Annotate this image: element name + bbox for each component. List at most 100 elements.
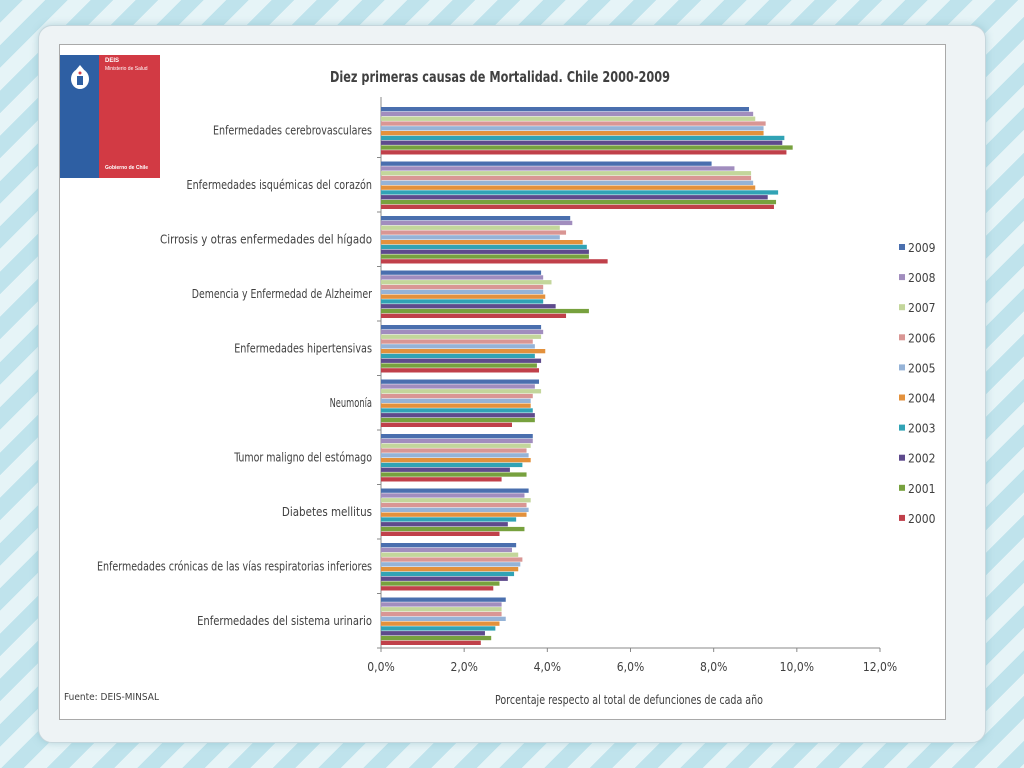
bar-2001 bbox=[381, 363, 537, 368]
bar-2001 bbox=[381, 526, 525, 532]
bar-2003 bbox=[381, 571, 515, 577]
x-tick-label: 10,0% bbox=[780, 660, 814, 674]
bar-2000 bbox=[381, 313, 567, 318]
bar-2001 bbox=[381, 635, 492, 641]
bar-2006 bbox=[381, 175, 752, 181]
bar-2006 bbox=[381, 339, 533, 344]
bar-2000 bbox=[381, 150, 787, 155]
logo-government: Gobierno de Chile bbox=[105, 165, 149, 171]
bar-2003 bbox=[381, 135, 785, 141]
bar-2005 bbox=[381, 398, 531, 403]
bar-2007 bbox=[381, 225, 560, 230]
bar-2004 bbox=[381, 403, 531, 408]
bar-2002 bbox=[381, 413, 535, 418]
bar-2009 bbox=[381, 107, 750, 112]
legend-swatch-2009 bbox=[899, 244, 905, 250]
bar-2008 bbox=[381, 220, 573, 226]
bar-2003 bbox=[381, 190, 779, 195]
bar-2002 bbox=[381, 522, 508, 527]
bar-2009 bbox=[381, 161, 712, 166]
bar-2002 bbox=[381, 304, 556, 309]
bar-2004 bbox=[381, 185, 756, 190]
bar-2008 bbox=[381, 493, 525, 498]
x-tick-label: 12,0% bbox=[863, 660, 897, 674]
bar-2008 bbox=[381, 602, 502, 607]
category-label: Enfermedades del sistema urinario bbox=[197, 614, 372, 628]
bar-2004 bbox=[381, 458, 531, 463]
bar-2004 bbox=[381, 240, 583, 245]
bar-2005 bbox=[381, 453, 529, 458]
bar-2007 bbox=[381, 498, 531, 503]
legend-label: 2009 bbox=[908, 241, 936, 255]
bar-2001 bbox=[381, 417, 535, 423]
category-label: Enfermedades cerebrovasculares bbox=[213, 123, 372, 137]
legend-label: 2000 bbox=[908, 512, 936, 526]
bar-2000 bbox=[381, 586, 494, 591]
bar-2007 bbox=[381, 116, 756, 121]
legend-label: 2006 bbox=[908, 331, 936, 345]
bar-2009 bbox=[381, 434, 533, 439]
chile-crest-icon bbox=[71, 65, 89, 89]
bar-2008 bbox=[381, 166, 735, 171]
bar-2002 bbox=[381, 576, 508, 581]
bar-2007 bbox=[381, 389, 542, 394]
bar-2006 bbox=[381, 393, 533, 399]
bar-2003 bbox=[381, 353, 535, 359]
bar-2007 bbox=[381, 334, 542, 339]
legend-swatch-2007 bbox=[899, 304, 905, 311]
bar-2001 bbox=[381, 472, 527, 477]
bar-2009 bbox=[381, 379, 540, 384]
bar-2005 bbox=[381, 507, 529, 512]
ministry-logo: DEIS Ministerio de Salud Gobierno de Chi… bbox=[60, 55, 160, 178]
logo-org-name: DEIS bbox=[105, 58, 120, 64]
legend-swatch-2005 bbox=[899, 364, 905, 371]
category-label: Neumonía bbox=[330, 396, 372, 410]
bar-2009 bbox=[381, 270, 542, 275]
legend-label: 2001 bbox=[908, 482, 935, 496]
bar-2008 bbox=[381, 111, 754, 117]
x-tick-label: 6,0% bbox=[617, 660, 644, 674]
logo-ministry: Ministerio de Salud bbox=[105, 66, 148, 72]
bar-2003 bbox=[381, 517, 517, 522]
legend-swatch-2003 bbox=[899, 424, 905, 431]
bar-2000 bbox=[381, 368, 540, 373]
bar-2009 bbox=[381, 216, 571, 221]
legend-label: 2005 bbox=[908, 361, 935, 375]
bar-2008 bbox=[381, 329, 544, 335]
bar-2000 bbox=[381, 640, 481, 645]
category-label: Tumor maligno del estómago bbox=[233, 450, 372, 464]
bar-2006 bbox=[381, 121, 766, 126]
bar-2008 bbox=[381, 547, 512, 553]
chart-title: Diez primeras causas de Mortalidad. Chil… bbox=[330, 68, 670, 86]
bar-2001 bbox=[381, 145, 793, 150]
bar-2009 bbox=[381, 597, 506, 602]
x-tick-label: 8,0% bbox=[700, 660, 727, 674]
bar-2007 bbox=[381, 443, 531, 448]
legend-swatch-2006 bbox=[899, 334, 905, 341]
bar-2009 bbox=[381, 488, 529, 493]
bar-2009 bbox=[381, 543, 517, 548]
bar-2007 bbox=[381, 607, 502, 612]
bar-2007 bbox=[381, 171, 752, 176]
bar-2006 bbox=[381, 611, 502, 617]
x-tick-label: 0,0% bbox=[367, 660, 394, 674]
bar-2006 bbox=[381, 230, 567, 235]
bar-2000 bbox=[381, 259, 608, 264]
legend-swatch-2000 bbox=[899, 514, 905, 521]
bar-2008 bbox=[381, 384, 535, 389]
bar-2000 bbox=[381, 204, 774, 209]
legend-swatch-2002 bbox=[899, 454, 905, 461]
bar-2002 bbox=[381, 195, 768, 200]
category-label: Diabetes mellitus bbox=[282, 505, 372, 519]
bar-2003 bbox=[381, 626, 496, 631]
x-tick-label: 2,0% bbox=[450, 660, 477, 674]
bar-2005 bbox=[381, 562, 521, 567]
legend-label: 2003 bbox=[908, 422, 935, 436]
bar-2006 bbox=[381, 284, 544, 290]
x-tick-label: 4,0% bbox=[534, 660, 561, 674]
category-label: Cirrosis y otras enfermedades del hígado bbox=[160, 232, 372, 246]
bar-2003 bbox=[381, 244, 587, 250]
legend-swatch-2004 bbox=[899, 394, 905, 401]
bar-2004 bbox=[381, 349, 546, 354]
legend-label: 2008 bbox=[908, 271, 936, 285]
